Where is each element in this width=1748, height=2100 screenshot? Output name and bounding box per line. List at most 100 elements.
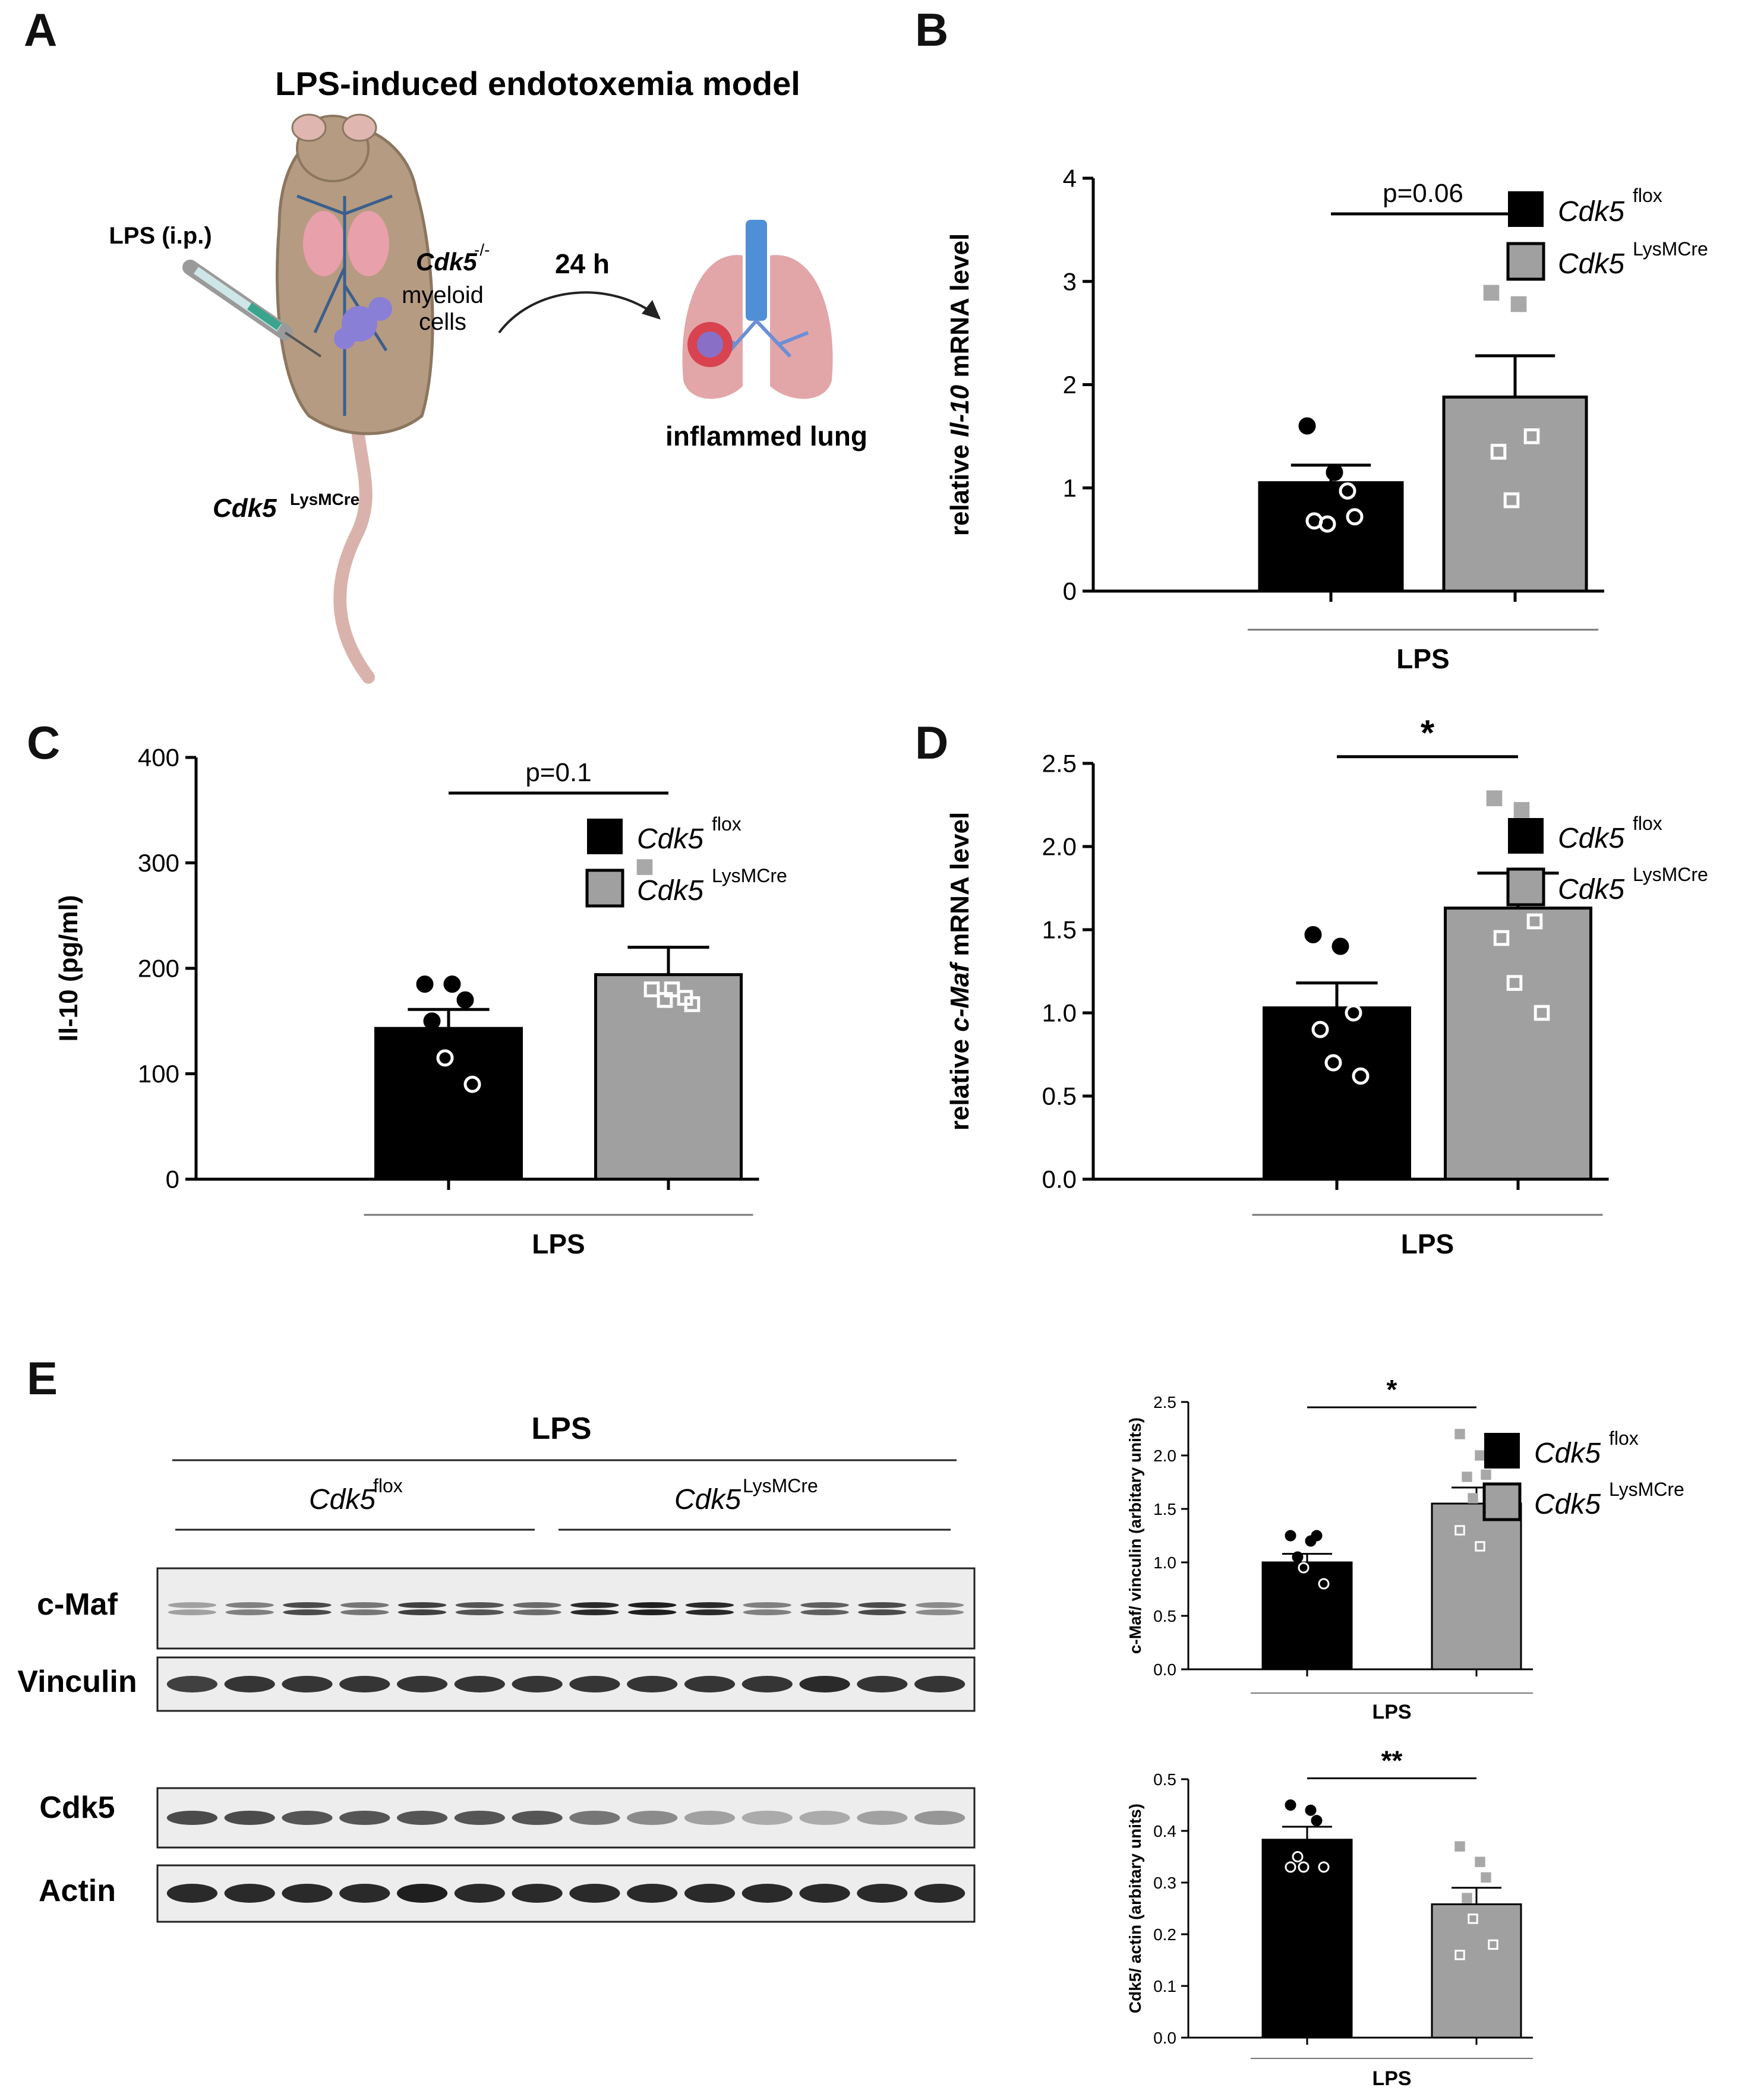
y-tick-label: 1.0: [1153, 1553, 1176, 1572]
lung-icon: [682, 220, 833, 399]
mouse-ear-right: [342, 113, 377, 142]
blot-band: [914, 1676, 965, 1692]
legend-e: Cdk5 flox Cdk5 LysMCre: [1479, 1414, 1741, 1533]
data-point-lysmcre: [1481, 1469, 1491, 1480]
y-axis-label-part: relative: [945, 1032, 974, 1130]
data-point-flox: [1285, 1799, 1296, 1811]
data-point-flox: [416, 975, 434, 993]
y-tick-label: 2.0: [1042, 833, 1077, 861]
y-tick-label: 0.5: [1153, 1770, 1176, 1789]
y-axis-label-part: c-Maf: [945, 961, 974, 1032]
blot-band: [166, 1884, 217, 1903]
blot-band: [512, 1811, 563, 1825]
blot-group2-sup: LysMCre: [743, 1475, 818, 1496]
y-axis-label: c-Maf/ vinculin (arbitary units): [1126, 1417, 1144, 1654]
y-tick-label: 3: [1063, 267, 1077, 295]
significance-label: **: [1381, 1745, 1403, 1776]
blot-band: [168, 1609, 217, 1615]
data-point-lysmcre: [1481, 1872, 1491, 1883]
immune-cell-3: [334, 328, 355, 349]
blot-band: [570, 1602, 619, 1608]
data-point-flox: [1346, 508, 1364, 526]
blot-band: [166, 1811, 217, 1825]
blot-band: [684, 1676, 736, 1692]
blot-band: [513, 1602, 561, 1608]
blot-band: [455, 1602, 504, 1608]
blot-band: [454, 1811, 505, 1825]
blot-band: [685, 1609, 734, 1615]
blot-band: [397, 1609, 447, 1615]
panel-e-letter: E: [27, 1352, 58, 1404]
panel-d-letter: D: [915, 716, 949, 769]
y-tick-label: 1: [1063, 474, 1077, 502]
data-point-flox: [1331, 937, 1349, 955]
myeloid-label: myeloid: [402, 282, 484, 308]
data-point-flox: [456, 991, 474, 1009]
legend-d-lysm-sup: LysMCre: [1633, 864, 1708, 885]
mouse-tail: [333, 374, 375, 684]
blot-band: [455, 1609, 504, 1615]
legend-c-lysm-sup: LysMCre: [712, 865, 787, 886]
y-tick-label: 1.0: [1042, 999, 1077, 1027]
blot-band: [628, 1602, 677, 1608]
blot-band: [340, 1602, 389, 1608]
data-point-flox: [1292, 1851, 1304, 1862]
data-point-flox: [443, 975, 461, 993]
data-point-flox: [1326, 463, 1343, 481]
data-point-flox: [1298, 417, 1316, 435]
data-point-lysmcre: [1510, 296, 1527, 312]
blot-band: [569, 1884, 620, 1903]
legend-c: Cdk5 flox Cdk5 LysMCre: [582, 790, 844, 909]
mouse-lung-left: [303, 211, 345, 276]
arrow-head: [642, 300, 661, 320]
y-tick-label: 0.3: [1153, 1874, 1176, 1892]
blot-strip-cdk5: [156, 1787, 976, 1849]
data-point-flox: [1324, 1054, 1342, 1072]
data-point-lysmcre: [1468, 1913, 1478, 1924]
blot-band: [224, 1811, 275, 1825]
data-point-flox: [1298, 1562, 1310, 1574]
blot-band: [224, 1884, 275, 1903]
blot-band: [569, 1676, 620, 1692]
data-point-flox: [1305, 1804, 1317, 1816]
blot-band: [857, 1884, 908, 1903]
y-tick-label: 0.0: [1042, 1166, 1077, 1193]
blot-band: [743, 1609, 791, 1615]
legend-e-flox-swatch: [1484, 1433, 1520, 1469]
blot-group1-sup: flox: [373, 1475, 403, 1496]
blot-band: [339, 1676, 390, 1692]
y-tick-label: 0.0: [1153, 1660, 1176, 1679]
y-tick-label: 0.5: [1153, 1607, 1176, 1625]
panel-b-letter: B: [915, 4, 949, 56]
mouse-genotype-label: Cdk5: [213, 494, 277, 523]
legend-c-lysm-swatch: [585, 869, 624, 908]
y-axis-label-part: c-Maf/ vinculin (arbitary units): [1126, 1417, 1144, 1654]
y-axis-label: relative c-Maf mRNA level: [945, 812, 974, 1130]
bar-lysmcre: [1431, 1903, 1522, 2039]
data-point-lysmcre: [1475, 1541, 1485, 1552]
blot-band: [799, 1676, 850, 1692]
data-point-flox: [1304, 926, 1322, 943]
blot-band: [283, 1602, 332, 1608]
blot-band: [743, 1602, 791, 1608]
blot-band: [454, 1676, 505, 1692]
immune-cell-2: [368, 297, 392, 321]
bar-flox: [1261, 1839, 1353, 2039]
data-point-lysmcre: [1526, 913, 1543, 930]
blot-band: [396, 1676, 448, 1692]
y-tick-label: 400: [138, 744, 179, 772]
blot-band: [742, 1811, 793, 1825]
blot-band: [512, 1676, 563, 1692]
data-point-lysmcre: [1523, 428, 1540, 444]
x-axis-label: LPS: [1396, 643, 1449, 674]
data-point-lysmcre: [684, 996, 701, 1012]
chart-c: 0 100 200 300 400 LPS p=0.1 Il-10 (pg/ml): [24, 713, 891, 1283]
data-point-flox: [1339, 482, 1356, 500]
blot-band: [339, 1811, 390, 1825]
data-point-lysmcre: [1462, 1893, 1472, 1903]
y-tick-label: 0.5: [1042, 1082, 1077, 1110]
y-tick-label: 100: [138, 1060, 179, 1088]
y-axis-label: relative Il-10 mRNA level: [945, 233, 974, 536]
blot-label-cmaf: c-Maf: [37, 1587, 118, 1622]
data-point-lysmcre: [1493, 930, 1510, 946]
